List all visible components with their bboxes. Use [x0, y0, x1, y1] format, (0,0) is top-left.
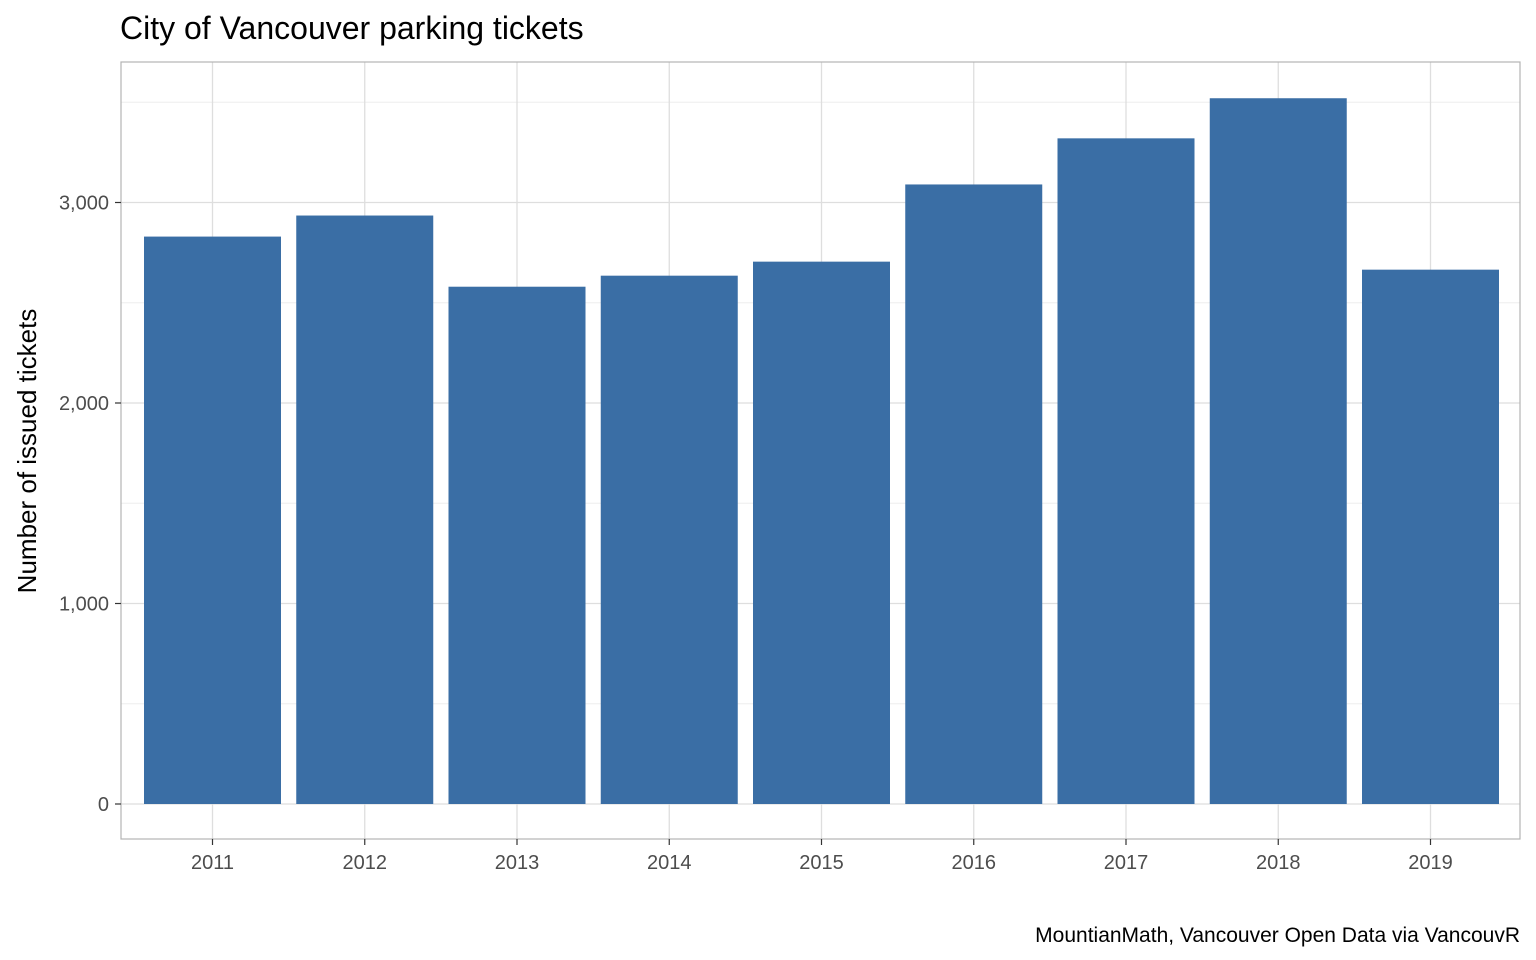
x-tick-label: 2011: [191, 852, 234, 874]
x-tick-label: 2015: [799, 852, 844, 874]
chart-title: City of Vancouver parking tickets: [120, 10, 584, 46]
x-tick-label: 2014: [647, 852, 692, 874]
y-axis-label: Number of issued tickets: [12, 309, 42, 594]
bar-2019: [1362, 269, 1499, 805]
x-axis: 2011 2012 2013 2014 2015 2016 2017 2018 2019: [191, 839, 1453, 874]
x-tick-label: 2017: [1104, 852, 1149, 874]
y-tick-label: 1,000: [59, 594, 109, 616]
x-tick-label: 2012: [343, 852, 388, 874]
bar-2017: [1057, 138, 1195, 805]
y-tick-label: 3,000: [59, 193, 109, 215]
bar-2012: [296, 215, 434, 805]
bar-2013: [448, 286, 586, 805]
bar-2011: [144, 236, 281, 804]
y-axis: 0 1,000 2,000 3,000: [59, 193, 121, 816]
bar-2016: [905, 184, 1043, 804]
bars: [144, 98, 1499, 805]
plot-panel-border: [120, 61, 1521, 840]
chart-caption: MountianMath, Vancouver Open Data via Va…: [1035, 924, 1520, 947]
bar-2014: [600, 275, 738, 804]
x-tick-label: 2016: [952, 852, 997, 874]
x-tick-label: 2019: [1408, 852, 1453, 874]
x-tick-label: 2013: [495, 852, 540, 874]
bar-2018: [1209, 98, 1347, 805]
y-tick-label: 2,000: [59, 393, 109, 415]
x-tick-label: 2018: [1256, 852, 1301, 874]
bar-2015: [753, 261, 890, 805]
y-tick-label: 0: [98, 794, 109, 816]
